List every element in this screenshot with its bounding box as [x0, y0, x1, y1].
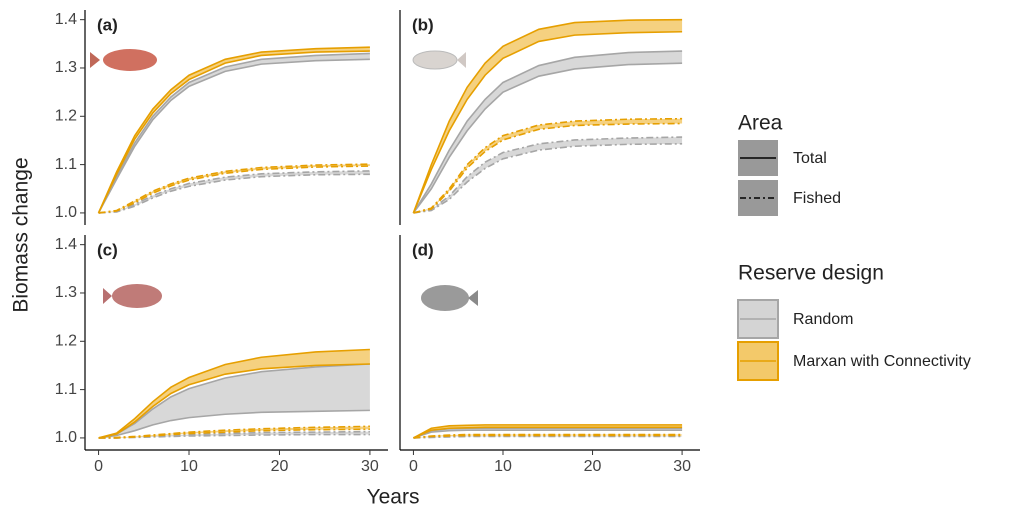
- ribbon-lower-line: [413, 124, 682, 213]
- ribbon-lower-line: [99, 174, 370, 213]
- x-tick-label: 0: [409, 458, 418, 475]
- fish-icon: [103, 288, 112, 304]
- legend: Area Total Fished Reserve design Random …: [738, 112, 971, 380]
- chart: Biomass change Years Area Total Fished R…: [0, 0, 1032, 515]
- ribbon-upper-line: [99, 47, 370, 213]
- ribbon: [99, 171, 370, 213]
- fish-icon: [103, 49, 157, 71]
- fish-icon: [457, 52, 466, 68]
- y-tick-label: 1.2: [55, 333, 77, 350]
- legend-label: Random: [793, 311, 853, 328]
- y-tick-label: 1.2: [55, 108, 77, 125]
- fish-icons: [90, 49, 478, 311]
- x-tick-label: 20: [584, 458, 602, 475]
- panel-label: (d): [412, 240, 434, 259]
- x-tick-label: 10: [180, 458, 198, 475]
- y-tick-label: 1.3: [55, 284, 77, 301]
- fish-icon: [90, 52, 100, 68]
- fish-icon: [421, 285, 469, 311]
- legend-title: Area: [738, 112, 783, 135]
- y-tick-label: 1.3: [55, 59, 77, 76]
- fish-icon: [112, 284, 162, 308]
- panel-label: (b): [412, 15, 434, 34]
- fish-icon: [413, 51, 457, 69]
- ribbon: [413, 51, 682, 213]
- x-tick-label: 20: [271, 458, 289, 475]
- ribbon-upper-line: [413, 51, 682, 213]
- ribbon: [413, 119, 682, 213]
- ribbon-lower-line: [413, 144, 682, 213]
- y-tick-label: 1.0: [55, 429, 77, 446]
- y-tick-label: 1.1: [55, 381, 77, 398]
- ribbon-lower-line: [413, 436, 682, 437]
- x-tick-label: 10: [494, 458, 512, 475]
- y-axis-title: Biomass change: [10, 157, 33, 312]
- ribbon-upper-line: [413, 119, 682, 213]
- y-tick-label: 1.0: [55, 204, 77, 221]
- y-tick-label: 1.4: [55, 236, 77, 253]
- legend-label: Fished: [793, 190, 841, 207]
- x-tick-label: 30: [361, 458, 379, 475]
- ribbon-lower-line: [99, 51, 370, 213]
- x-tick-label: 30: [673, 458, 691, 475]
- y-tick-label: 1.4: [55, 11, 77, 28]
- legend-label: Marxan with Connectivity: [793, 353, 971, 370]
- y-tick-label: 1.1: [55, 156, 77, 173]
- fish-icon: [468, 290, 478, 306]
- x-tick-label: 0: [94, 458, 103, 475]
- legend-title: Reserve design: [738, 262, 884, 285]
- panel-label: (a): [97, 15, 118, 34]
- legend-label: Total: [793, 150, 827, 167]
- panel-label: (c): [97, 240, 118, 259]
- x-axis-title: Years: [367, 486, 420, 509]
